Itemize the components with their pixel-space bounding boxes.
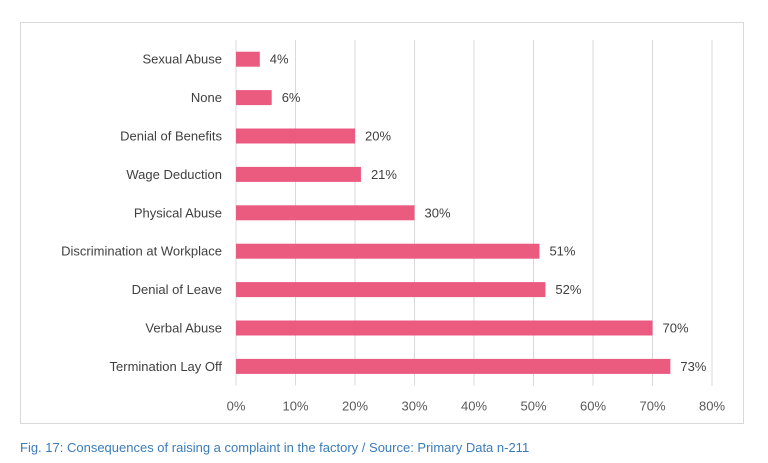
data-label: 30% — [425, 205, 451, 220]
data-label: 73% — [680, 359, 706, 374]
category-label: Sexual Abuse — [142, 52, 222, 67]
category-label: Denial of Leave — [132, 282, 222, 297]
data-label: 4% — [270, 52, 289, 67]
category-label: Physical Abuse — [134, 205, 222, 220]
bar — [236, 51, 260, 67]
bar — [236, 243, 540, 259]
category-label: Verbal Abuse — [145, 321, 222, 336]
figure-caption: Fig. 17: Consequences of raising a compl… — [20, 440, 530, 455]
bar — [236, 128, 355, 144]
bar — [236, 205, 415, 221]
bar — [236, 166, 361, 182]
bar — [236, 90, 272, 106]
data-label: 52% — [555, 282, 581, 297]
x-tick-label: 10% — [282, 399, 308, 414]
data-label: 51% — [549, 244, 575, 259]
data-label: 21% — [371, 167, 397, 182]
chart-frame: 0% 10% 20% 30% 40% 50% 60% 70% 80% Sexual Abuse 4%… — [20, 22, 744, 424]
bar — [236, 320, 653, 336]
category-label: Denial of Benefits — [120, 129, 222, 144]
bar — [236, 358, 671, 374]
x-tick-label: 30% — [401, 399, 427, 414]
x-tick-label: 20% — [342, 399, 368, 414]
x-tick-label: 80% — [699, 399, 725, 414]
bar — [236, 282, 546, 298]
x-tick-label: 0% — [227, 399, 246, 414]
x-tick-label: 70% — [639, 399, 665, 414]
x-tick-label: 40% — [461, 399, 487, 414]
category-label: Discrimination at Workplace — [61, 244, 222, 259]
category-label: Wage Deduction — [126, 167, 222, 182]
category-label: Termination Lay Off — [110, 359, 223, 374]
category-label: None — [191, 90, 222, 105]
x-tick-label: 50% — [520, 399, 546, 414]
data-label: 6% — [282, 90, 301, 105]
data-label: 70% — [663, 321, 689, 336]
data-label: 20% — [365, 129, 391, 144]
bar-chart: 0% 10% 20% 30% 40% 50% 60% 70% 80% Sexual Abuse 4%… — [61, 40, 725, 414]
x-tick-label: 60% — [580, 399, 606, 414]
